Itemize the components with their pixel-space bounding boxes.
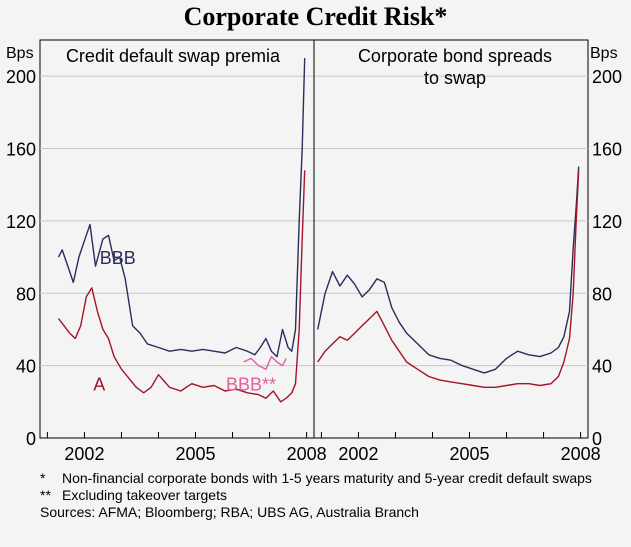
x-tick-label-p1-2005: 2005 <box>175 444 215 464</box>
y-axis-title-right: Bps <box>590 45 618 62</box>
y-tick-label-right-200: 200 <box>592 67 622 87</box>
sources-line: Sources: AFMA; Bloomberg; RBA; UBS AG, A… <box>40 504 419 520</box>
series-line-p2-bbb <box>317 166 580 374</box>
panel-1-title-line-1: Credit default swap premia <box>66 46 281 66</box>
y-tick-label-left-40: 40 <box>16 357 36 377</box>
series-line-p1-bbb <box>57 58 306 358</box>
chart-title: Corporate Credit Risk* <box>183 2 448 31</box>
x-tick-label-p1-2008: 2008 <box>287 444 327 464</box>
series-label-p1-a: A <box>93 375 105 395</box>
x-tick-label-p1-2002: 2002 <box>64 444 104 464</box>
footnote-2: ** Excluding takeover targets <box>40 487 625 504</box>
footnote-2-text: Excluding takeover targets <box>62 487 227 503</box>
footnote-1-text: Non-financial corporate bonds with 1-5 y… <box>62 470 592 486</box>
footnotes: * Non-financial corporate bonds with 1-5… <box>40 470 625 521</box>
panel-2-title-line-2: to swap <box>424 68 486 88</box>
panel-2-title-line-1: Corporate bond spreads <box>358 46 552 66</box>
y-tick-label-left-0: 0 <box>26 429 36 449</box>
series-line-p1-bbbstarstar <box>243 355 287 370</box>
footnote-1: * Non-financial corporate bonds with 1-5… <box>40 470 625 487</box>
y-axis-title-left: Bps <box>6 45 34 62</box>
x-tick-label-p2-2008: 2008 <box>561 444 601 464</box>
y-tick-label-right-40: 40 <box>592 357 612 377</box>
y-tick-label-left-80: 80 <box>16 284 36 304</box>
y-tick-label-right-120: 120 <box>592 212 622 232</box>
y-tick-label-right-80: 80 <box>592 284 612 304</box>
x-tick-label-p2-2005: 2005 <box>449 444 489 464</box>
series-line-p2-a <box>317 170 580 388</box>
y-tick-label-right-160: 160 <box>592 140 622 160</box>
series-label-p1-bbb: BBB <box>100 248 136 268</box>
y-tick-label-left-160: 160 <box>6 140 36 160</box>
footnote-2-mark: ** <box>40 487 51 503</box>
y-tick-label-right-0: 0 <box>592 429 602 449</box>
series-line-p1-a <box>57 170 306 403</box>
series-label-p1-bbbstarstar: BBB** <box>226 375 276 395</box>
chart-svg: Credit default swap premia Corporate bond… <box>6 39 622 464</box>
x-tick-label-p2-2002: 2002 <box>338 444 378 464</box>
y-tick-label-left-200: 200 <box>6 67 36 87</box>
footnote-1-mark: * <box>40 470 46 486</box>
y-tick-label-left-120: 120 <box>6 212 36 232</box>
